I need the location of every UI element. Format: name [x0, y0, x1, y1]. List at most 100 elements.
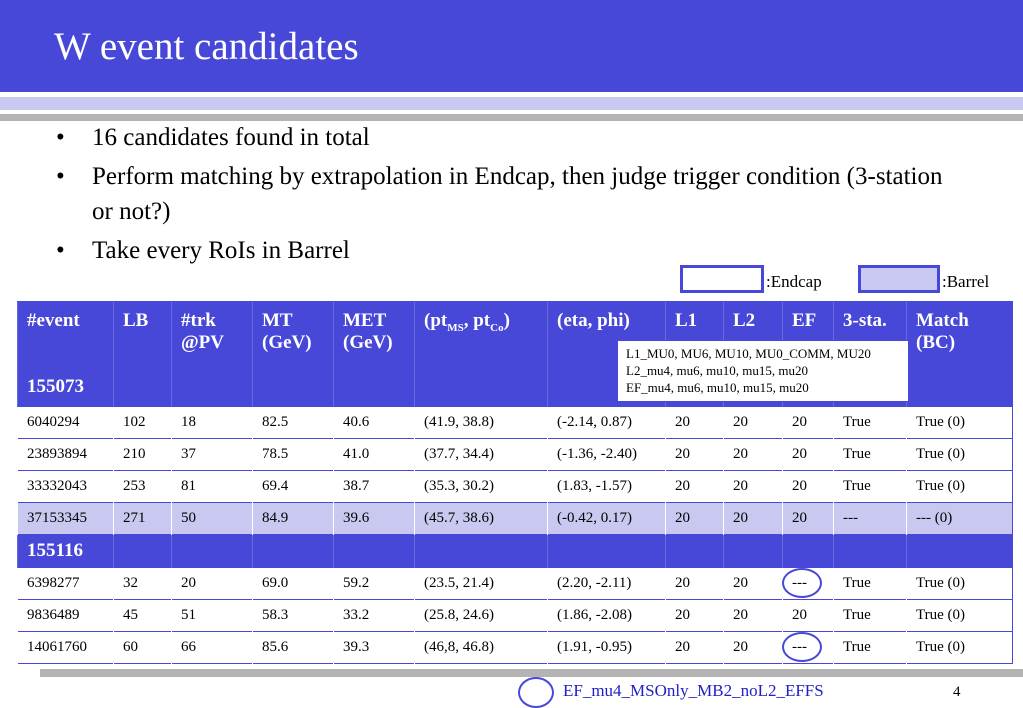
cell-lb: 60 [113, 631, 172, 664]
cell-pt: (45.7, 38.6) [414, 502, 548, 535]
cell-ef: 20 [782, 406, 834, 439]
header-trk: #trk @PV [171, 301, 253, 407]
header-match-line1: Match [916, 310, 969, 331]
table-row: 6398277 32 20 69.0 59.2 (23.5, 21.4) (2.20, -2… [17, 567, 1013, 600]
footer-circle-marker [518, 677, 554, 708]
header-pt: (ptMS, ptCo) [414, 301, 548, 407]
trigger-l2-line: L2_mu4, mu6, mu10, mu15, mu20 [626, 363, 808, 378]
cell-event: 9836489 [17, 599, 114, 632]
header-match-line2: (BC) [916, 332, 956, 353]
cell-trk: 20 [171, 567, 253, 600]
header-mt-line2: (GeV) [262, 332, 312, 353]
cell-sta: True [833, 599, 907, 632]
run-row-empty-cell [547, 534, 666, 568]
cell-event: 6040294 [17, 406, 114, 439]
cell-met: 33.2 [333, 599, 415, 632]
cell-pt: (46,8, 46.8) [414, 631, 548, 664]
cell-trk: 18 [171, 406, 253, 439]
cell-match: True (0) [906, 470, 1013, 503]
cell-trk: 51 [171, 599, 253, 632]
run-row-empty-cell [906, 534, 1013, 568]
cell-mt: 69.4 [252, 470, 334, 503]
cell-match: True (0) [906, 599, 1013, 632]
header-pt-sub-co: Co [490, 321, 504, 334]
table-row: 37153345 271 50 84.9 39.6 (45.7, 38.6) (-0.42,… [17, 502, 1013, 535]
cell-l2: 20 [723, 470, 783, 503]
header-event: #event 155073 [17, 301, 114, 407]
run-header-row: 155116 [17, 534, 1013, 568]
title-bar: W event candidates [0, 0, 1023, 92]
run-row-empty-cell [113, 534, 172, 568]
cell-event: 14061760 [17, 631, 114, 664]
cell-pt: (41.9, 38.8) [414, 406, 548, 439]
cell-lb: 102 [113, 406, 172, 439]
cell-trk: 81 [171, 470, 253, 503]
legend-endcap-label: :Endcap [766, 272, 822, 291]
table-row: 23893894 210 37 78.5 41.0 (37.7, 34.4) (-1.36,… [17, 438, 1013, 471]
cell-match: True (0) [906, 406, 1013, 439]
cell-l1: 20 [665, 631, 724, 664]
cell-pt: (37.7, 34.4) [414, 438, 548, 471]
decorative-stripe-light [0, 97, 1023, 110]
run-row-empty-cell [333, 534, 415, 568]
cell-match: --- (0) [906, 502, 1013, 535]
cell-pt: (25.8, 24.6) [414, 599, 548, 632]
cell-l1: 20 [665, 406, 724, 439]
cell-event: 6398277 [17, 567, 114, 600]
cell-sta: True [833, 567, 907, 600]
legend-endcap-swatch [680, 265, 764, 293]
footer-trigger-name: EF_mu4_MSOnly_MB2_noL2_EFFS [563, 681, 824, 700]
cell-pt: (23.5, 21.4) [414, 567, 548, 600]
table-row: 9836489 45 51 58.3 33.2 (25.8, 24.6) (1.86, -2… [17, 599, 1013, 632]
cell-etaphi: (-1.36, -2.40) [547, 438, 666, 471]
header-trk-line2: @PV [181, 332, 225, 353]
cell-mt: 84.9 [252, 502, 334, 535]
cell-sta: True [833, 470, 907, 503]
header-met-line1: MET [343, 310, 387, 331]
header-met: MET (GeV) [333, 301, 415, 407]
run-155116-rows: 6398277 32 20 69.0 59.2 (23.5, 21.4) (2.20, -2… [17, 567, 1013, 664]
cell-trk: 50 [171, 502, 253, 535]
cell-match: True (0) [906, 631, 1013, 664]
cell-mt: 82.5 [252, 406, 334, 439]
cell-pt: (35.3, 30.2) [414, 470, 548, 503]
run-number-155116: 155116 [17, 534, 114, 568]
header-pt-sep: , pt [463, 310, 491, 331]
cell-mt: 58.3 [252, 599, 334, 632]
cell-etaphi: (-2.14, 0.87) [547, 406, 666, 439]
cell-ef: 20 [782, 438, 834, 471]
cell-trk: 66 [171, 631, 253, 664]
cell-etaphi: (-0.42, 0.17) [547, 502, 666, 535]
cell-met: 40.6 [333, 406, 415, 439]
cell-sta: True [833, 438, 907, 471]
header-mt: MT (GeV) [252, 301, 334, 407]
cell-event: 23893894 [17, 438, 114, 471]
slide-title: W event candidates [54, 25, 359, 68]
cell-sta: --- [833, 502, 907, 535]
cell-sta: True [833, 631, 907, 664]
cell-l2: 20 [723, 438, 783, 471]
cell-met: 41.0 [333, 438, 415, 471]
cell-l1: 20 [665, 470, 724, 503]
cell-met: 59.2 [333, 567, 415, 600]
cell-l1: 20 [665, 599, 724, 632]
cell-lb: 210 [113, 438, 172, 471]
trigger-ef-line: EF_mu4, mu6, mu10, mu15, mu20 [626, 380, 809, 395]
cell-event: 33332043 [17, 470, 114, 503]
trigger-l1-line: L1_MU0, MU6, MU10, MU0_COMM, MU20 [626, 346, 871, 361]
footer-bar [40, 669, 1023, 677]
cell-ef: 20 [782, 502, 834, 535]
run-row-empty-cell [414, 534, 548, 568]
header-trk-line1: #trk [181, 310, 216, 331]
cell-etaphi: (2.20, -2.11) [547, 567, 666, 600]
bullet-text: Perform matching by extrapolation in End… [92, 163, 943, 225]
decorative-stripe-gray [0, 114, 1023, 121]
cell-sta: True [833, 406, 907, 439]
cell-met: 39.3 [333, 631, 415, 664]
cell-met: 38.7 [333, 470, 415, 503]
cell-mt: 69.0 [252, 567, 334, 600]
cell-l2: 20 [723, 567, 783, 600]
header-event-label: #event [27, 310, 80, 331]
bullet-text: 16 candidates found in total [92, 124, 370, 151]
bullet-dot-icon: • [56, 124, 65, 151]
